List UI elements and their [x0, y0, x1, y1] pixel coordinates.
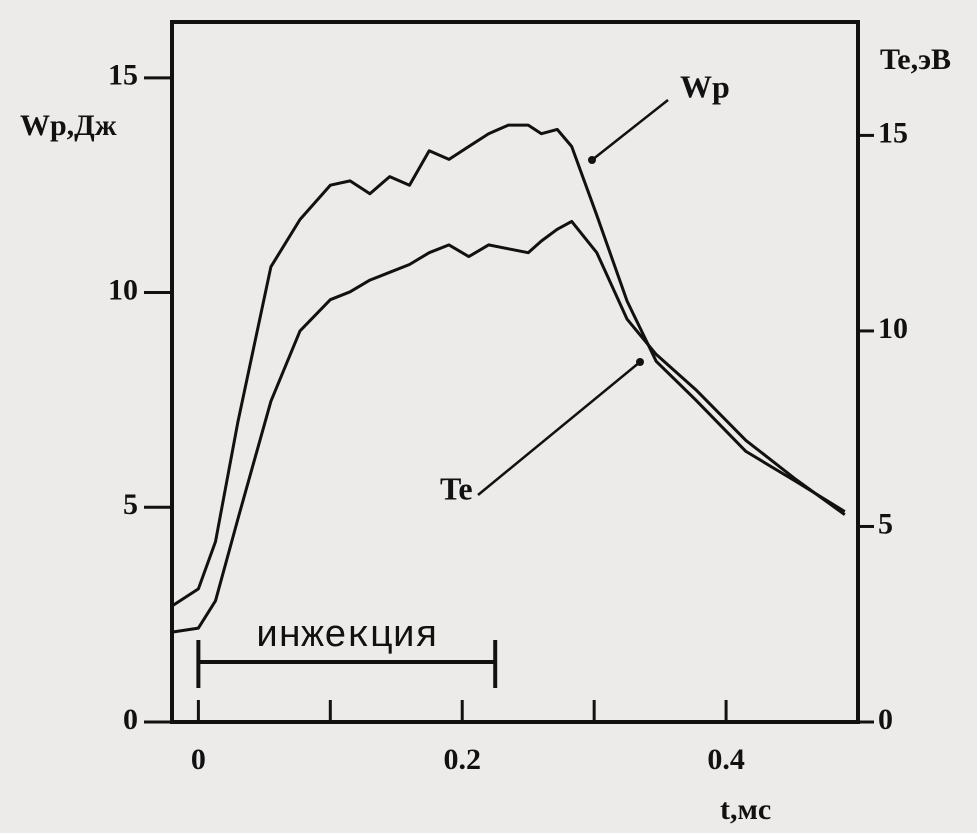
plot-frame [170, 20, 860, 724]
y2-tick-label: 15 [878, 116, 908, 149]
y-tick-label: 15 [108, 59, 138, 92]
injection-label: инжекция [256, 615, 438, 658]
y2-tick-label: 5 [878, 507, 893, 540]
y2-tick-label: 0 [878, 703, 893, 736]
y-tick-label: 10 [108, 273, 138, 306]
y-tick-label: 5 [123, 488, 138, 521]
series-label: Te [440, 470, 473, 506]
data-line [171, 219, 846, 634]
series-label: Wp [680, 68, 730, 104]
y-tick-label: 0 [123, 703, 138, 736]
label-pointer [591, 99, 669, 161]
pointer-head [588, 156, 596, 164]
x-tick-label: 0.2 [443, 743, 481, 776]
x-axis-label: t,мс [720, 793, 771, 826]
x-tick-label: 0.4 [707, 743, 745, 776]
y-axis-label: Wp,Дж [20, 109, 117, 142]
y2-axis-label: Te,эВ [880, 43, 951, 76]
pointer-head [636, 358, 644, 366]
label-pointer [477, 361, 641, 496]
y2-tick-label: 10 [878, 312, 908, 345]
x-tick-label: 0 [191, 743, 206, 776]
